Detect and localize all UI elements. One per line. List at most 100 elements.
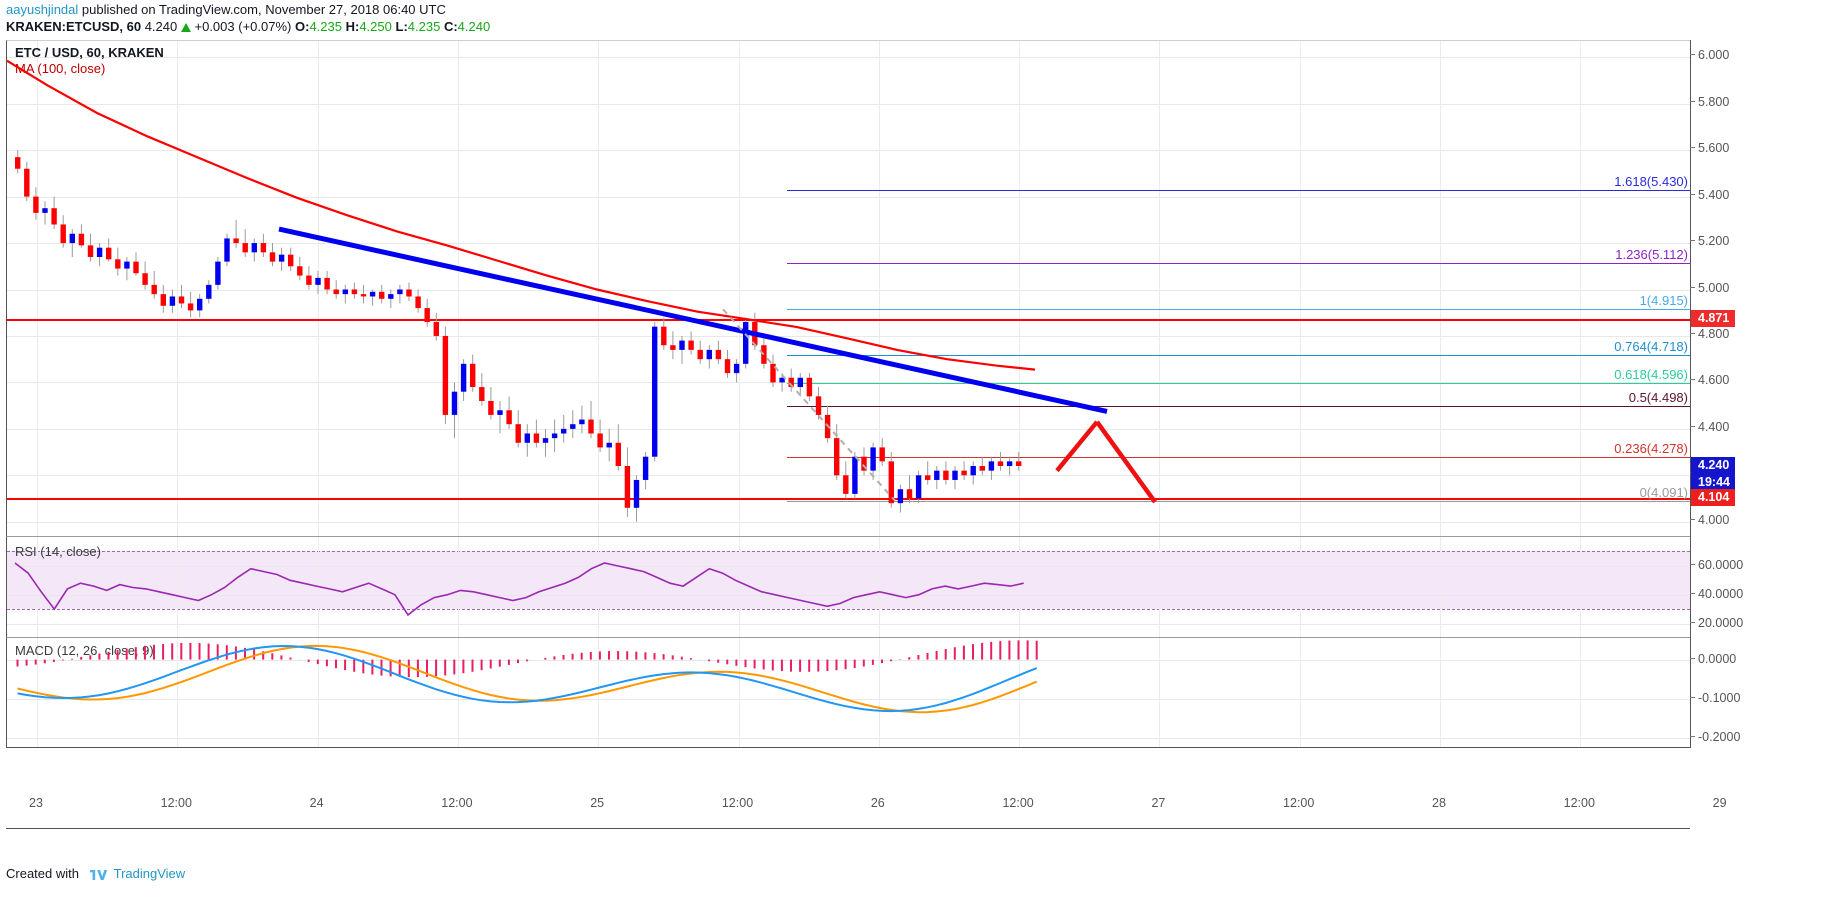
ma-legend-title: MA (100, close) [15, 61, 106, 76]
high-label: H: [345, 19, 360, 34]
rsi-overbought-line [7, 551, 1690, 553]
fib-level-line [787, 354, 1690, 356]
fib-level-label: 0.764(4.718) [1614, 338, 1688, 354]
rsi-axis[interactable]: 60.0000 40.0000 20.0000 [1690, 537, 1828, 638]
vertical-gridline [598, 537, 600, 637]
macd-pane[interactable]: MACD (12, 26, close, 9) [6, 638, 1690, 748]
macd-tick: -0.1000 [1690, 691, 1740, 705]
quote-line: KRAKEN:ETCUSD, 60 4.240 +0.003 (+0.07%) … [6, 19, 490, 34]
macd-axis[interactable]: 0.0000 -0.1000 -0.2000 [1690, 638, 1828, 748]
price-tick: 4.000 [1690, 513, 1729, 527]
vertical-gridline [1159, 41, 1161, 536]
low-label: L: [395, 19, 408, 34]
gridline [7, 289, 1690, 291]
macd-tick: 0.0000 [1690, 652, 1736, 666]
rsi-pane-title: RSI (14, close) [15, 544, 101, 559]
gridline [7, 428, 1690, 430]
fib-level-label: 1.236(5.112) [1615, 247, 1688, 263]
gridline [7, 594, 1690, 596]
price-tick: 5.200 [1690, 234, 1729, 248]
publish-line: aayushjindal published on TradingView.co… [6, 2, 446, 17]
rsi-tick: 20.0000 [1690, 616, 1743, 630]
symbol-label[interactable]: KRAKEN:ETCUSD, 60 [6, 19, 142, 34]
vertical-gridline [1019, 638, 1021, 747]
price-tick: 6.000 [1690, 48, 1729, 62]
publish-text: published on TradingView.com, November 2… [78, 2, 446, 17]
price-pane-title: ETC / USD, 60, KRAKEN [15, 45, 164, 60]
vertical-gridline [878, 41, 880, 536]
time-tick-label: 12:00 [1002, 796, 1034, 810]
low-value: 4.235 [407, 19, 441, 34]
vertical-gridline [1019, 41, 1021, 536]
rsi-tick: 40.0000 [1690, 587, 1743, 601]
close-value: 4.240 [457, 19, 491, 34]
time-tick-label: 25 [590, 796, 605, 810]
price-tick: 4.600 [1690, 373, 1729, 387]
fib-level-label: 0.5(4.498) [1628, 390, 1688, 406]
vertical-gridline [598, 41, 600, 536]
time-tick-label: 12:00 [1283, 796, 1315, 810]
change-value: +0.003 (+0.07%) [194, 19, 292, 34]
gridline [7, 738, 1690, 740]
vertical-gridline [1159, 638, 1161, 747]
fib-level-line [787, 457, 1690, 459]
vertical-gridline [317, 638, 319, 747]
gridline [7, 521, 1690, 523]
gridline [7, 623, 1690, 625]
fib-level-label: 1.618(5.430) [1614, 173, 1688, 189]
time-tick-label: 26 [870, 796, 885, 810]
gridline [7, 659, 1690, 661]
vertical-gridline [1299, 638, 1301, 747]
vertical-gridline [1299, 41, 1301, 536]
fib-level-label: 0.236(4.278) [1614, 441, 1688, 457]
rsi-plot [14, 562, 1024, 617]
vertical-gridline [878, 638, 880, 747]
open-value: 4.235 [309, 19, 342, 34]
vertical-gridline [1299, 537, 1301, 637]
fib-level-line [787, 406, 1690, 408]
high-value: 4.250 [359, 19, 392, 34]
price-tick: 4.800 [1690, 327, 1729, 341]
rsi-tick: 60.0000 [1690, 558, 1743, 572]
vertical-gridline [177, 537, 179, 637]
countdown-badge: 19:44 [1691, 474, 1735, 491]
time-axis[interactable]: 23 12:00 24 12:00 25 12:00 26 12:00 27 12:00 28 12:… [6, 788, 1727, 829]
rsi-pane[interactable]: RSI (14, close) [6, 537, 1690, 638]
vertical-gridline [1019, 537, 1021, 637]
gridline [7, 150, 1690, 152]
macd-plot [16, 640, 1038, 714]
vertical-gridline [177, 638, 179, 747]
time-tick-label: 24 [309, 796, 324, 810]
resistance-price-badge: 4.871 [1691, 310, 1735, 328]
axis-separator [1690, 40, 1691, 748]
gridline [7, 565, 1690, 567]
macd-tick: -0.2000 [1690, 730, 1740, 744]
fib-level-line [787, 383, 1690, 385]
price-pane[interactable]: ETC / USD, 60, KRAKEN MA (100, close) 1.… [6, 40, 1690, 537]
vertical-gridline [37, 41, 38, 536]
fib-level-line [787, 309, 1690, 311]
gridline [7, 103, 1690, 105]
gridline [7, 335, 1690, 337]
price-tick: 5.400 [1690, 188, 1729, 202]
author-name[interactable]: aayushjindal [6, 2, 79, 17]
fib-level-line [787, 189, 1690, 191]
tradingview-brand[interactable]: TradingView [113, 866, 186, 881]
vertical-gridline [457, 41, 459, 536]
vertical-gridline [457, 638, 459, 747]
chart-area[interactable]: ETC / USD, 60, KRAKEN MA (100, close) 1.… [0, 40, 1828, 860]
gridline [7, 243, 1690, 245]
resistance-line [7, 319, 1690, 322]
support-price-badge: 4.104 [1691, 488, 1735, 506]
vertical-gridline [1580, 638, 1582, 747]
macd-pane-title: MACD (12, 26, close, 9) [15, 643, 154, 658]
time-tick-label: 12:00 [441, 796, 473, 810]
created-with-label: Created with [6, 866, 79, 881]
vertical-gridline [1440, 41, 1441, 536]
chart-header: aayushjindal published on TradingView.co… [0, 0, 1828, 38]
time-tick-label: 23 [29, 796, 43, 810]
fib-level-label: 0.618(4.596) [1614, 367, 1688, 383]
vertical-gridline [738, 41, 740, 536]
vertical-gridline [1580, 41, 1582, 536]
fib-level-label: 0(4.091) [1639, 484, 1688, 500]
